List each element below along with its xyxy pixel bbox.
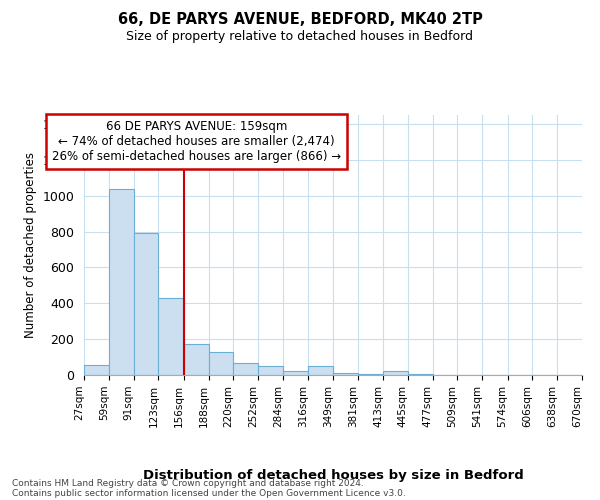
Bar: [383, 370, 408, 375]
Bar: [184, 344, 209, 375]
X-axis label: Distribution of detached houses by size in Bedford: Distribution of detached houses by size …: [143, 468, 523, 481]
Y-axis label: Number of detached properties: Number of detached properties: [24, 152, 37, 338]
Text: Size of property relative to detached houses in Bedford: Size of property relative to detached ho…: [127, 30, 473, 43]
Bar: [283, 372, 308, 375]
Bar: [209, 352, 233, 375]
Text: Contains HM Land Registry data © Crown copyright and database right 2024.: Contains HM Land Registry data © Crown c…: [12, 478, 364, 488]
Bar: [258, 366, 283, 375]
Bar: [134, 234, 158, 375]
Text: 66, DE PARYS AVENUE, BEDFORD, MK40 2TP: 66, DE PARYS AVENUE, BEDFORD, MK40 2TP: [118, 12, 482, 28]
Bar: [308, 366, 334, 375]
Bar: [158, 298, 184, 375]
Bar: [408, 374, 433, 375]
Bar: [84, 365, 109, 375]
Text: Contains public sector information licensed under the Open Government Licence v3: Contains public sector information licen…: [12, 488, 406, 498]
Bar: [334, 373, 358, 375]
Text: 66 DE PARYS AVENUE: 159sqm
← 74% of detached houses are smaller (2,474)
26% of s: 66 DE PARYS AVENUE: 159sqm ← 74% of deta…: [52, 120, 341, 164]
Bar: [109, 188, 134, 375]
Bar: [358, 374, 383, 375]
Bar: [233, 364, 258, 375]
